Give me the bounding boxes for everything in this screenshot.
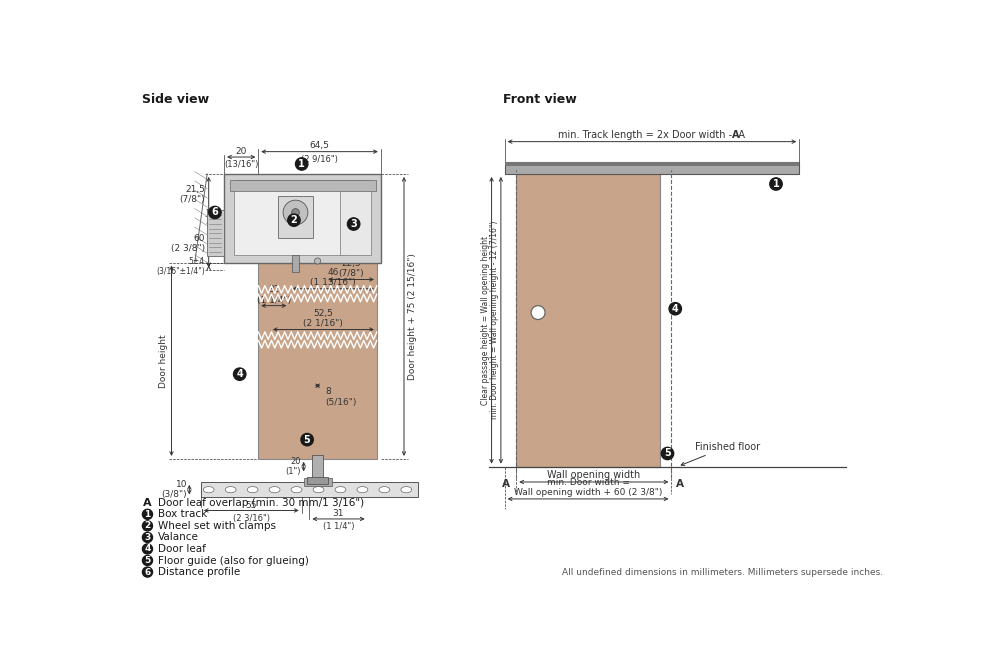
Bar bbox=[307, 478, 328, 484]
Text: 3: 3 bbox=[350, 219, 357, 229]
Circle shape bbox=[209, 206, 221, 219]
Ellipse shape bbox=[247, 487, 258, 493]
Text: 52,5
(2 1/16"): 52,5 (2 1/16") bbox=[303, 309, 343, 328]
Text: min. Track length = 2x Door width -  A: min. Track length = 2x Door width - A bbox=[558, 130, 746, 140]
Bar bbox=[207, 210, 224, 256]
Bar bbox=[258, 263, 377, 459]
Bar bbox=[224, 174, 381, 263]
Text: 20: 20 bbox=[236, 147, 247, 155]
Text: 5: 5 bbox=[144, 556, 151, 565]
Text: 1: 1 bbox=[773, 179, 779, 189]
Text: 5: 5 bbox=[304, 435, 310, 445]
Circle shape bbox=[142, 544, 153, 554]
Text: Front view: Front view bbox=[503, 93, 577, 106]
Text: 1: 1 bbox=[298, 159, 305, 169]
Text: (1 1/4"): (1 1/4") bbox=[323, 522, 354, 531]
Text: (13/16"): (13/16") bbox=[224, 160, 258, 169]
Text: 55: 55 bbox=[246, 501, 257, 510]
Text: 60
(2 3/8"): 60 (2 3/8") bbox=[171, 233, 205, 253]
Text: min. Door width =
Wall opening width + 60 (2 3/8"): min. Door width = Wall opening width + 6… bbox=[514, 478, 662, 498]
Circle shape bbox=[288, 214, 300, 226]
Ellipse shape bbox=[357, 487, 368, 493]
Text: Valance: Valance bbox=[158, 532, 198, 542]
Circle shape bbox=[314, 258, 321, 264]
Ellipse shape bbox=[269, 487, 280, 493]
Text: 10
(3/8"): 10 (3/8") bbox=[161, 480, 187, 500]
Text: 4: 4 bbox=[672, 303, 679, 313]
Ellipse shape bbox=[225, 487, 236, 493]
Bar bbox=[304, 478, 332, 486]
Text: 64,5: 64,5 bbox=[310, 141, 329, 150]
Bar bbox=[505, 163, 799, 166]
Text: 3: 3 bbox=[144, 533, 151, 542]
Text: A: A bbox=[732, 130, 739, 140]
Text: Distance profile: Distance profile bbox=[158, 567, 240, 577]
Circle shape bbox=[142, 567, 153, 577]
Circle shape bbox=[292, 209, 299, 216]
Text: 22,5
(7/8"): 22,5 (7/8") bbox=[338, 259, 364, 278]
Ellipse shape bbox=[379, 487, 390, 493]
Text: All undefined dimensions in millimeters. Millimeters supersede inches.: All undefined dimensions in millimeters.… bbox=[562, 568, 883, 577]
Text: 20
(1"): 20 (1") bbox=[285, 457, 301, 476]
Text: 4: 4 bbox=[236, 369, 243, 379]
Circle shape bbox=[531, 305, 545, 319]
Text: 5: 5 bbox=[664, 448, 671, 458]
Circle shape bbox=[234, 368, 246, 380]
Circle shape bbox=[301, 434, 313, 446]
Text: 6: 6 bbox=[144, 568, 151, 576]
Bar bbox=[201, 482, 418, 498]
Bar bbox=[234, 180, 347, 255]
Text: min. Door height = Wall opening height - 12 (7/16"): min. Door height = Wall opening height -… bbox=[490, 221, 499, 420]
Circle shape bbox=[347, 218, 360, 230]
Bar bbox=[505, 163, 799, 174]
Text: A: A bbox=[502, 478, 510, 488]
Text: 8
(5/16"): 8 (5/16") bbox=[325, 388, 357, 407]
Ellipse shape bbox=[291, 487, 302, 493]
Bar bbox=[312, 455, 323, 478]
Text: 2: 2 bbox=[144, 522, 151, 530]
Ellipse shape bbox=[335, 487, 346, 493]
Text: (2 3/16"): (2 3/16") bbox=[233, 514, 270, 522]
Text: Floor guide (also for glueing): Floor guide (also for glueing) bbox=[158, 556, 308, 566]
Bar bbox=[278, 195, 313, 238]
Text: 21,5
(7/8"): 21,5 (7/8") bbox=[179, 185, 205, 205]
Text: A: A bbox=[143, 498, 152, 508]
Bar bbox=[516, 174, 660, 467]
Text: 2: 2 bbox=[291, 215, 297, 225]
Ellipse shape bbox=[401, 487, 412, 493]
Text: 32
(1 1/4"): 32 (1 1/4") bbox=[257, 285, 291, 305]
Text: 46
(1 13/16"): 46 (1 13/16") bbox=[310, 267, 356, 287]
Circle shape bbox=[770, 178, 782, 190]
Text: Wheel set with clamps: Wheel set with clamps bbox=[158, 521, 276, 531]
Bar bbox=[292, 255, 299, 271]
Circle shape bbox=[669, 303, 681, 315]
Bar bbox=[230, 180, 376, 191]
Text: Clear passage height = Wall opening height: Clear passage height = Wall opening heig… bbox=[481, 235, 490, 405]
Text: Door height + 75 (2 15/16"): Door height + 75 (2 15/16") bbox=[408, 253, 417, 380]
Text: Wall opening width: Wall opening width bbox=[547, 470, 640, 480]
Text: (2 9/16"): (2 9/16") bbox=[301, 155, 338, 163]
Text: Door leaf overlap (min. 30 mm/1 3/16"): Door leaf overlap (min. 30 mm/1 3/16") bbox=[158, 498, 364, 508]
Bar bbox=[340, 180, 371, 255]
Text: Box track: Box track bbox=[158, 510, 207, 520]
Text: 1: 1 bbox=[144, 510, 151, 519]
Text: Finished floor: Finished floor bbox=[681, 442, 760, 466]
Text: 31: 31 bbox=[333, 509, 344, 518]
Text: 6: 6 bbox=[212, 207, 218, 217]
Text: Side view: Side view bbox=[142, 93, 209, 106]
Circle shape bbox=[283, 200, 308, 225]
Text: 4: 4 bbox=[144, 544, 151, 554]
Circle shape bbox=[142, 521, 153, 531]
Ellipse shape bbox=[313, 487, 324, 493]
Text: A: A bbox=[676, 478, 684, 488]
Circle shape bbox=[661, 448, 674, 460]
Text: 5±4
(3/16"±1/4"): 5±4 (3/16"±1/4") bbox=[156, 257, 205, 276]
Text: Door leaf: Door leaf bbox=[158, 544, 205, 554]
Ellipse shape bbox=[203, 487, 214, 493]
Circle shape bbox=[142, 532, 153, 542]
Circle shape bbox=[142, 556, 153, 566]
Circle shape bbox=[296, 158, 308, 170]
Circle shape bbox=[142, 510, 153, 520]
Text: Door height: Door height bbox=[159, 334, 168, 388]
